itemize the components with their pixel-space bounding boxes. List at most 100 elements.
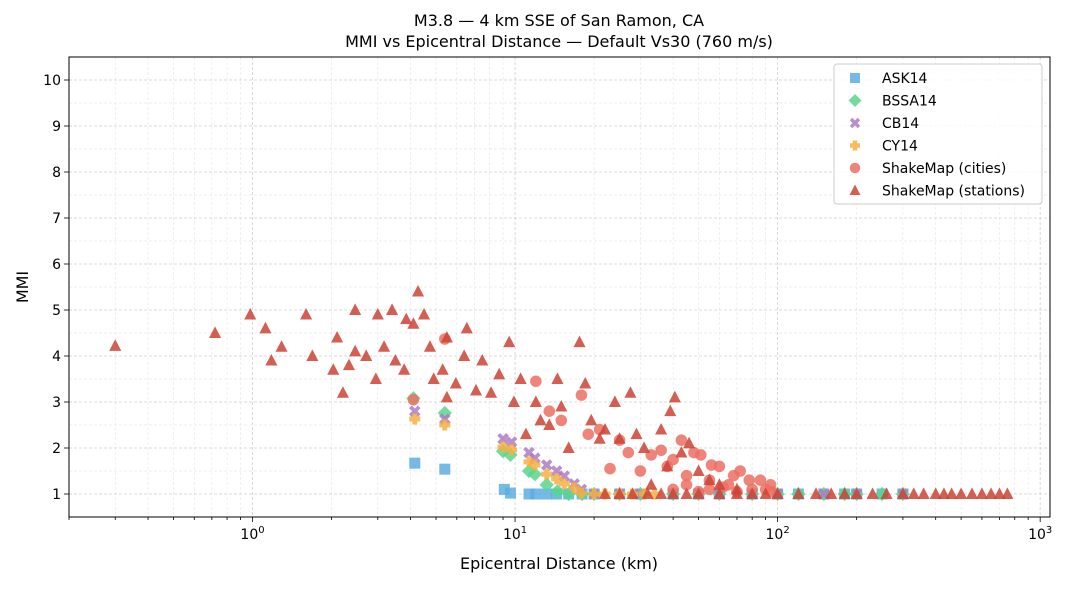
data-point (523, 488, 535, 500)
data-point (244, 308, 257, 320)
data-point (993, 487, 1006, 499)
data-point (519, 427, 532, 440)
legend-marker (849, 117, 861, 129)
data-point (771, 487, 784, 499)
data-point (469, 383, 483, 396)
data-point (417, 308, 431, 320)
data-point (259, 321, 272, 334)
legend-label: BSSA14 (882, 94, 937, 110)
data-point (534, 413, 547, 426)
data-point (667, 487, 680, 499)
data-point (929, 487, 942, 499)
data-point (551, 372, 564, 384)
data-point (695, 449, 707, 461)
chart-title: M3.8 — 4 km SSE of San Ramon, CA (414, 11, 704, 30)
data-point (349, 303, 362, 315)
data-point (440, 331, 453, 343)
x-tick-label: 102 (766, 525, 790, 543)
data-point (523, 456, 535, 468)
data-point (703, 483, 716, 496)
data-point (655, 444, 667, 457)
data-point (342, 358, 356, 371)
data-point (543, 418, 556, 430)
data-point (579, 377, 592, 389)
data-point (713, 460, 726, 473)
data-point (896, 487, 909, 499)
data-point (476, 354, 489, 366)
data-point (407, 317, 420, 329)
data-point (439, 419, 451, 431)
data-point (692, 464, 705, 476)
data-point (541, 468, 553, 480)
data-point (604, 462, 616, 475)
data-point (407, 393, 420, 406)
y-tick-label: 1 (52, 487, 61, 503)
data-point (792, 487, 805, 499)
y-tick-label: 8 (52, 165, 61, 181)
y-tick-label: 4 (52, 349, 61, 365)
data-point (655, 423, 668, 435)
data-point (866, 487, 879, 499)
data-point (265, 354, 278, 366)
data-points (109, 285, 1014, 502)
data-point (327, 363, 340, 375)
data-point (550, 484, 565, 499)
data-point (598, 487, 612, 499)
data-point (975, 487, 988, 499)
data-point (349, 344, 362, 357)
y-tick-label: 2 (52, 441, 61, 457)
data-point (561, 486, 576, 502)
data-point (1001, 487, 1014, 499)
data-point (527, 467, 543, 482)
data-point (409, 457, 421, 469)
data-point (109, 339, 122, 351)
data-point (306, 349, 319, 361)
data-point (680, 479, 693, 491)
data-point (360, 349, 373, 361)
y-tick-label: 10 (43, 73, 61, 89)
data-point (955, 487, 968, 499)
x-tick-label: 101 (503, 525, 527, 543)
data-point (369, 372, 382, 384)
y-tick-label: 7 (52, 211, 61, 227)
data-point (427, 372, 440, 384)
data-point (514, 372, 527, 384)
y-tick-label: 9 (52, 119, 61, 135)
chart-subtitle: MMI vs Epicentral Distance — Default Vs3… (345, 32, 773, 51)
data-point (436, 363, 449, 375)
data-point (746, 487, 759, 499)
data-point (608, 395, 621, 407)
legend-box (833, 63, 1043, 205)
data-point (409, 413, 421, 425)
data-point (649, 488, 661, 500)
data-point (588, 488, 600, 500)
data-point (713, 478, 726, 490)
data-point (411, 285, 425, 297)
data-point (985, 487, 998, 499)
data-point (874, 486, 890, 502)
data-point (378, 340, 391, 352)
data-point (503, 335, 516, 348)
data-point (558, 478, 570, 490)
data-point (598, 423, 612, 435)
data-point (504, 487, 516, 499)
data-point (423, 340, 436, 352)
axis-ticks: 100 101 102 103 1 2 3 4 5 6 7 8 9 10 (43, 73, 1052, 543)
y-tick-label: 5 (52, 303, 61, 319)
data-point (507, 395, 520, 407)
data-point (638, 488, 650, 500)
data-point (655, 487, 668, 499)
legend-marker (848, 94, 862, 107)
legend-label: ShakeMap (stations) (882, 184, 1025, 200)
data-point (530, 488, 542, 500)
data-point (965, 487, 979, 499)
data-point (439, 413, 451, 425)
data-point (743, 474, 756, 486)
data-point (630, 427, 643, 440)
data-point (626, 487, 639, 499)
data-point (573, 335, 586, 348)
y-tick-label: 3 (52, 395, 61, 411)
data-point (529, 395, 542, 407)
data-point (713, 487, 726, 499)
data-point (945, 487, 958, 499)
